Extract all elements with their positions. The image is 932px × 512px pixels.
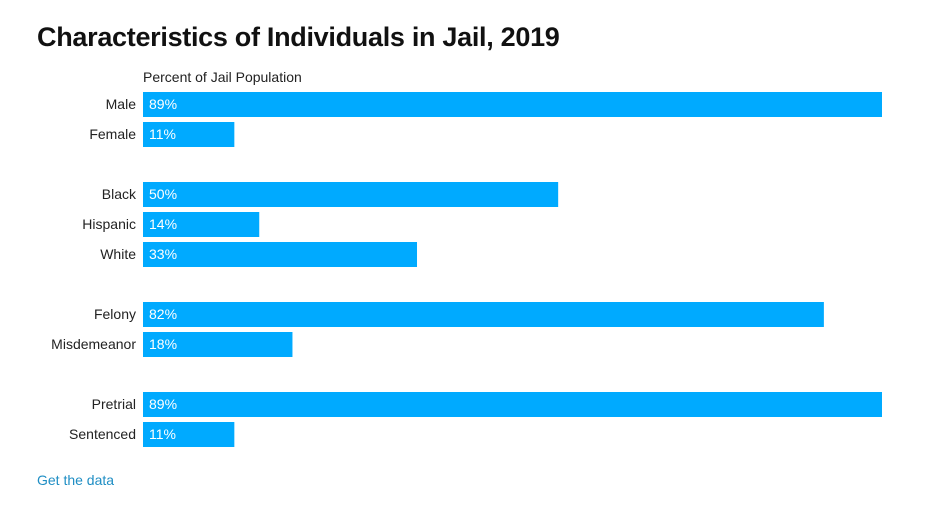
chart-subtitle: Percent of Jail Population	[143, 69, 302, 85]
bar-value-label-felony: 82%	[149, 306, 177, 322]
category-label-misdemeanor: Misdemeanor	[51, 336, 136, 352]
category-label-hispanic: Hispanic	[82, 216, 136, 232]
bars-layer: Male 89% Female 11% Black 50% Hispanic 14% White…	[51, 92, 882, 447]
bar-sentenced	[143, 422, 235, 447]
chart-title: Characteristics of Individuals in Jail, …	[37, 22, 560, 52]
bar-misdemeanor	[143, 332, 293, 357]
category-label-felony: Felony	[94, 306, 136, 322]
bar-value-label-sentenced: 11%	[149, 426, 176, 442]
get-the-data-link[interactable]: Get the data	[37, 472, 115, 488]
category-label-white: White	[100, 246, 136, 262]
bar-male	[143, 92, 882, 117]
bar-black	[143, 182, 559, 207]
bar-value-label-white: 33%	[149, 246, 177, 262]
bar-felony	[143, 302, 824, 327]
bar-value-label-male: 89%	[149, 96, 177, 112]
category-label-black: Black	[102, 186, 137, 202]
bar-female	[143, 122, 235, 147]
bar-pretrial	[143, 392, 882, 417]
bar-value-label-female: 11%	[149, 126, 176, 142]
bar-white	[143, 242, 418, 267]
bar-value-label-hispanic: 14%	[149, 216, 177, 232]
category-label-pretrial: Pretrial	[92, 396, 136, 412]
bar-value-label-black: 50%	[149, 186, 177, 202]
category-label-sentenced: Sentenced	[69, 426, 136, 442]
bar-value-label-pretrial: 89%	[149, 396, 177, 412]
category-label-male: Male	[106, 96, 137, 112]
bar-hispanic	[143, 212, 260, 237]
category-label-female: Female	[89, 126, 136, 142]
bar-value-label-misdemeanor: 18%	[149, 336, 177, 352]
